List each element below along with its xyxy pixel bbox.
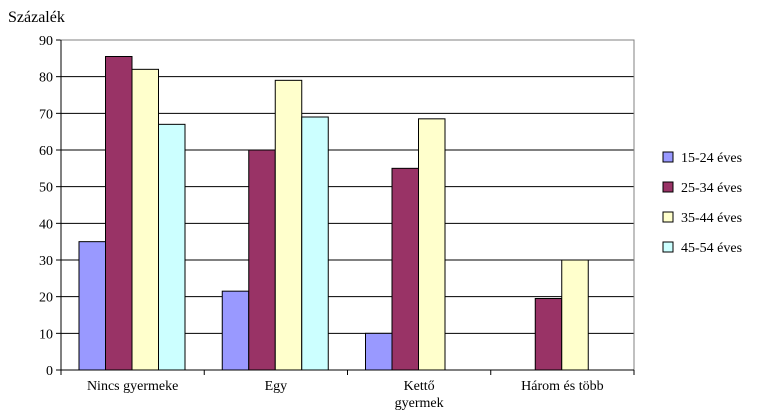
- legend-swatch: [662, 181, 674, 193]
- y-tick-label: 20: [39, 291, 53, 306]
- bar-45-54-éves-0: [158, 123, 186, 371]
- y-tick-label: 90: [39, 34, 53, 49]
- y-tick-label: 60: [39, 144, 53, 159]
- bar-15-24-éves-0: [78, 241, 106, 371]
- legend: 15-24 éves 25-34 éves 35-44 éves 45-54 éves: [662, 151, 742, 256]
- bar-15-24-éves-2: [365, 332, 393, 371]
- y-axis-ticks: 0 10 20 30 40 50 60 70 80 90: [39, 34, 61, 379]
- bar-35-44-éves-0: [131, 68, 159, 371]
- category-label: gyermek: [395, 396, 444, 411]
- legend-label: 25-34 éves: [681, 181, 742, 196]
- legend-label: 15-24 éves: [681, 151, 742, 166]
- bar-25-34-éves-2: [391, 167, 419, 371]
- bar-25-34-éves-1: [248, 149, 276, 371]
- y-tick-label: 80: [39, 71, 53, 86]
- legend-swatch: [662, 151, 674, 163]
- y-tick-label: 30: [39, 254, 53, 269]
- category-label: Kettő: [404, 379, 435, 394]
- legend-swatch: [662, 211, 674, 223]
- bar-25-34-éves-3: [534, 298, 563, 371]
- bar-35-44-éves-1: [274, 79, 303, 371]
- y-tick-label: 40: [39, 217, 53, 232]
- x-axis-ticks: [60, 370, 635, 375]
- bars: [78, 56, 589, 371]
- bar-15-24-éves-1: [221, 290, 250, 371]
- y-tick-label: 10: [39, 327, 53, 342]
- legend-label: 45-54 éves: [681, 241, 742, 256]
- bar-35-44-éves-2: [418, 118, 446, 371]
- bar-25-34-éves-0: [105, 56, 133, 371]
- y-axis-title: Százalék: [8, 9, 65, 26]
- legend-swatch: [662, 241, 674, 253]
- category-label: Nincs gyermeke: [87, 379, 178, 394]
- bar-35-44-éves-3: [561, 259, 589, 371]
- category-label: Egy: [265, 379, 288, 394]
- y-tick-label: 0: [46, 364, 53, 379]
- y-tick-label: 70: [39, 107, 53, 122]
- bar-45-54-éves-1: [301, 116, 329, 371]
- category-label: Három és több: [521, 379, 603, 394]
- legend-label: 35-44 éves: [681, 211, 742, 226]
- x-axis-category-labels: Nincs gyermeke Egy Kettő gyermek Három és tö…: [87, 379, 604, 411]
- y-tick-label: 50: [39, 181, 53, 196]
